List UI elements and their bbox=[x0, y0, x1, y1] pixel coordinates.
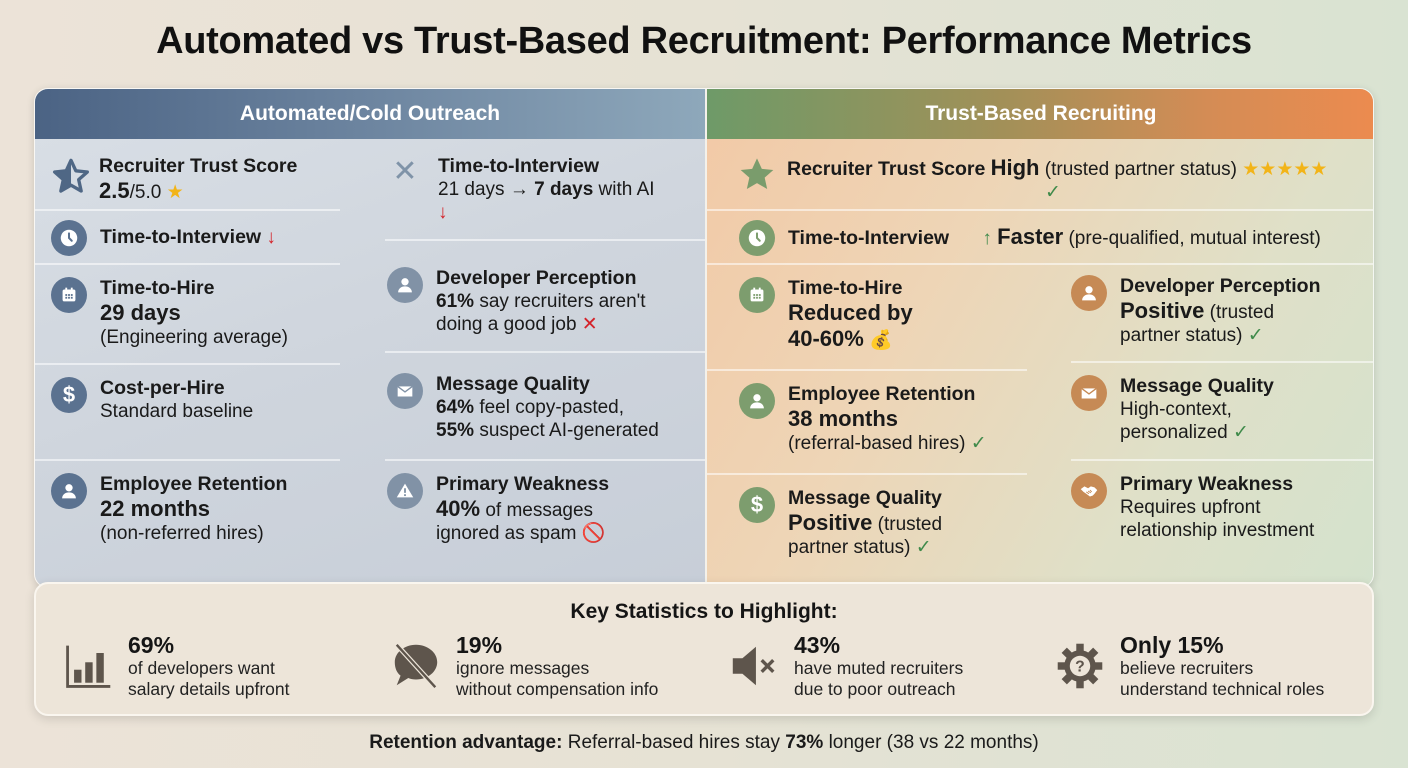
stat-item: 43% have muted recruiters due to poor ou… bbox=[726, 632, 963, 700]
divider bbox=[1071, 361, 1373, 363]
divider bbox=[35, 459, 340, 461]
divider bbox=[35, 263, 340, 265]
calendar-icon bbox=[51, 277, 87, 313]
divider bbox=[385, 351, 705, 353]
check-icon: ✓ bbox=[1233, 422, 1249, 443]
automated-header: Automated/Cold Outreach bbox=[35, 89, 705, 139]
automated-developer-perception: Developer Perception 61% say recruiters … bbox=[387, 267, 646, 336]
time-to-hire-value: 29 days bbox=[100, 300, 181, 325]
automated-employee-retention: Employee Retention 22 months (non-referr… bbox=[51, 473, 287, 545]
automated-primary-weakness: Primary Weakness 40% of messages ignored… bbox=[387, 473, 609, 545]
trust-score-label: Recruiter Trust Score bbox=[99, 155, 298, 177]
stat-item: 69% of developers want salary details up… bbox=[60, 632, 289, 700]
star-icon bbox=[737, 155, 777, 195]
trust-time-to-hire: Time-to-Hire Reduced by 40-60% 💰 bbox=[739, 277, 913, 352]
trust-message-quality: Message Quality High-context, personaliz… bbox=[1071, 375, 1274, 444]
mute-icon bbox=[726, 638, 782, 694]
check-icon: ✓ bbox=[915, 537, 932, 558]
trust-score-value: 2.5 bbox=[99, 178, 130, 203]
five-stars-icon: ★★★★★ bbox=[1242, 159, 1328, 180]
trust-time-to-interview: Time-to-Interview ↑ Faster (pre-qualifie… bbox=[739, 220, 1321, 256]
divider bbox=[707, 263, 1373, 265]
gear-question-icon: ? bbox=[1052, 638, 1108, 694]
user-icon bbox=[1071, 275, 1107, 311]
automated-message-quality: Message Quality 64% feel copy-pasted, 55… bbox=[387, 373, 659, 442]
divider bbox=[35, 209, 340, 211]
user-icon bbox=[739, 383, 775, 419]
page-title: Automated vs Trust-Based Recruitment: Pe… bbox=[156, 20, 1252, 62]
automated-column: Automated/Cold Outreach Recruiter Trust … bbox=[35, 89, 705, 587]
trust-message-quality-positive: $ Message Quality Positive (trusted part… bbox=[739, 487, 942, 559]
retention-footer: Retention advantage: Referral-based hire… bbox=[369, 732, 1039, 753]
trust-trust-score: Recruiter Trust Score High (trusted part… bbox=[737, 155, 1373, 204]
stats-title: Key Statistics to Highlight: bbox=[570, 600, 838, 623]
divider bbox=[35, 363, 340, 365]
trust-header: Trust-Based Recruiting bbox=[707, 89, 1373, 139]
svg-text:?: ? bbox=[1075, 659, 1085, 676]
star-icon: ★ bbox=[166, 182, 184, 203]
trust-score-scale: /5.0 bbox=[129, 182, 162, 203]
stat-item: ? Only 15% believe recruiters understand… bbox=[1052, 632, 1324, 700]
check-icon: ✓ bbox=[1045, 182, 1061, 203]
check-icon: ✓ bbox=[1247, 325, 1264, 346]
x-mark-icon: ✕ bbox=[581, 314, 598, 335]
check-icon: ✓ bbox=[970, 433, 987, 454]
down-arrow-icon: ↓ bbox=[438, 202, 448, 223]
divider bbox=[385, 239, 705, 241]
warning-icon bbox=[387, 473, 423, 509]
key-statistics-panel: Key Statistics to Highlight: 69% of deve… bbox=[34, 582, 1374, 716]
divider bbox=[707, 209, 1373, 211]
automated-time-to-interview-short: Time-to-Interview ↓ bbox=[51, 220, 276, 256]
calendar-icon bbox=[739, 277, 775, 313]
trust-developer-perception: Developer Perception Positive (trusted p… bbox=[1071, 275, 1320, 347]
automated-time-to-hire: Time-to-Hire 29 days (Engineering averag… bbox=[51, 277, 288, 349]
no-entry-icon: 🚫 bbox=[581, 523, 606, 544]
envelope-icon bbox=[1071, 375, 1107, 411]
handshake-icon bbox=[1071, 473, 1107, 509]
money-bag-icon: 💰 bbox=[869, 330, 893, 351]
half-star-icon bbox=[51, 157, 91, 197]
chat-off-icon bbox=[388, 638, 444, 694]
x-icon: ✕ bbox=[392, 155, 418, 188]
trust-primary-weakness: Primary Weakness Requires upfront relati… bbox=[1071, 473, 1314, 542]
automated-time-to-interview: ✕ Time-to-Interview 21 days → 7 days wit… bbox=[387, 155, 654, 224]
divider bbox=[385, 459, 705, 461]
user-icon bbox=[51, 473, 87, 509]
envelope-icon bbox=[387, 373, 423, 409]
automated-cost-per-hire: $ Cost-per-Hire Standard baseline bbox=[51, 377, 253, 423]
divider bbox=[1071, 459, 1373, 461]
bar-chart-icon bbox=[60, 638, 116, 694]
down-arrow-icon: ↓ bbox=[266, 227, 276, 248]
comparison-panel: Automated/Cold Outreach Recruiter Trust … bbox=[34, 88, 1374, 588]
clock-icon bbox=[739, 220, 775, 256]
divider bbox=[707, 369, 1027, 371]
trust-employee-retention: Employee Retention 38 months (referral-b… bbox=[739, 383, 987, 455]
trust-column: Trust-Based Recruiting Recruiter Trust S… bbox=[705, 89, 1373, 587]
up-arrow-icon: ↑ bbox=[982, 228, 992, 249]
dollar-icon: $ bbox=[51, 377, 87, 413]
user-icon bbox=[387, 267, 423, 303]
automated-trust-score: Recruiter Trust Score 2.5/5.0 ★ bbox=[51, 155, 297, 204]
stat-item: 19% ignore messages without compensation… bbox=[388, 632, 658, 700]
dollar-icon: $ bbox=[739, 487, 775, 523]
clock-icon bbox=[51, 220, 87, 256]
divider bbox=[707, 473, 1027, 475]
